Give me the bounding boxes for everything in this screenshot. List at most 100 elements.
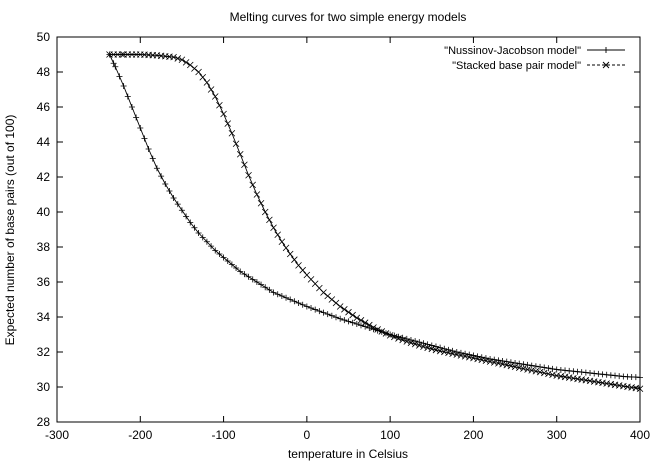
x-tick-label: 200 — [463, 428, 483, 442]
data-point — [287, 296, 294, 303]
data-point — [291, 298, 298, 305]
data-point — [212, 247, 219, 254]
series-1 — [106, 51, 643, 381]
data-point — [158, 173, 165, 180]
data-point — [549, 365, 556, 372]
data-point — [345, 318, 352, 325]
data-point — [440, 348, 448, 356]
data-point — [362, 323, 369, 330]
x-tick-label: 100 — [380, 428, 400, 442]
x-tick-label: -300 — [45, 428, 69, 442]
data-point — [536, 368, 544, 376]
data-point — [170, 53, 177, 61]
data-point — [599, 371, 606, 378]
data-point — [162, 181, 169, 187]
data-point — [295, 262, 302, 269]
data-point — [341, 306, 348, 313]
data-point — [512, 359, 519, 366]
legend-marker — [603, 47, 609, 53]
data-point — [237, 268, 244, 275]
data-point — [578, 369, 585, 376]
data-point — [461, 353, 469, 360]
data-point — [207, 86, 215, 93]
data-point — [245, 273, 252, 280]
data-point — [366, 321, 373, 329]
data-point — [224, 120, 232, 127]
data-point — [266, 286, 273, 293]
y-tick-label: 48 — [37, 65, 51, 79]
data-point — [486, 358, 494, 365]
data-point — [274, 291, 281, 298]
series-line — [109, 54, 641, 390]
legend-label: "Stacked base pair model" — [452, 60, 581, 72]
data-point — [465, 353, 473, 361]
legend-label: "Nussinov-Jacobson model" — [444, 45, 581, 57]
data-point — [507, 362, 515, 370]
data-point — [549, 371, 556, 379]
legend: "Nussinov-Jacobson model" "Stacked base p… — [444, 45, 625, 72]
data-point — [228, 129, 236, 137]
data-point — [399, 336, 406, 344]
data-point — [216, 251, 223, 257]
data-point — [232, 140, 240, 148]
data-point — [299, 301, 306, 308]
data-point — [607, 372, 614, 379]
data-point — [328, 312, 335, 319]
x-tick-label: -200 — [128, 428, 152, 442]
data-point — [591, 370, 598, 377]
data-point — [587, 370, 594, 376]
y-tick-label: 50 — [37, 30, 51, 44]
data-point — [128, 104, 135, 110]
data-point — [208, 243, 215, 250]
data-point — [612, 372, 619, 379]
data-point — [199, 73, 207, 81]
data-point — [324, 311, 331, 318]
data-point — [349, 311, 356, 319]
data-point — [220, 254, 227, 261]
data-point — [582, 369, 589, 376]
data-point — [312, 306, 319, 313]
data-point — [133, 114, 140, 121]
data-point — [495, 360, 502, 367]
data-point — [110, 60, 117, 67]
data-point — [145, 146, 152, 152]
data-point — [295, 300, 302, 306]
data-point — [303, 303, 310, 310]
data-point — [116, 73, 123, 80]
axis-ticks: -300 -200 -100 0 100 200 300 400 28 30 32 34 36 38 40 4… — [37, 30, 651, 442]
data-point — [349, 319, 356, 326]
x-axis-label: temperature in Celsius — [288, 447, 408, 461]
data-point — [149, 155, 156, 162]
data-point — [203, 238, 210, 245]
y-tick-label: 36 — [37, 275, 51, 289]
data-point — [316, 308, 323, 315]
data-point — [345, 308, 352, 316]
data-point — [403, 335, 410, 342]
data-point — [537, 363, 544, 370]
data-point — [445, 349, 452, 357]
data-point — [378, 328, 386, 335]
data-point — [453, 351, 461, 358]
data-point — [570, 368, 577, 375]
data-point — [361, 319, 369, 326]
data-point — [416, 342, 423, 349]
data-point — [474, 355, 481, 363]
data-point — [528, 367, 536, 374]
data-point — [253, 191, 261, 198]
data-point — [137, 125, 144, 131]
y-tick-label: 34 — [37, 310, 51, 324]
data-point — [490, 359, 498, 366]
x-tick-label: -100 — [212, 428, 236, 442]
data-point — [328, 296, 336, 303]
data-point — [540, 369, 548, 377]
data-point — [195, 68, 202, 76]
data-point — [386, 332, 394, 339]
data-point — [233, 265, 240, 271]
data-point — [411, 340, 419, 348]
data-point — [524, 361, 531, 368]
x-tick-label: 300 — [547, 428, 567, 442]
data-point — [203, 79, 211, 86]
data-point — [499, 360, 506, 368]
data-point — [120, 83, 127, 89]
